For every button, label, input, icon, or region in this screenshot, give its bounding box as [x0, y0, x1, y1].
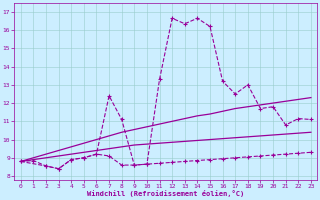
X-axis label: Windchill (Refroidissement éolien,°C): Windchill (Refroidissement éolien,°C) [87, 190, 244, 197]
